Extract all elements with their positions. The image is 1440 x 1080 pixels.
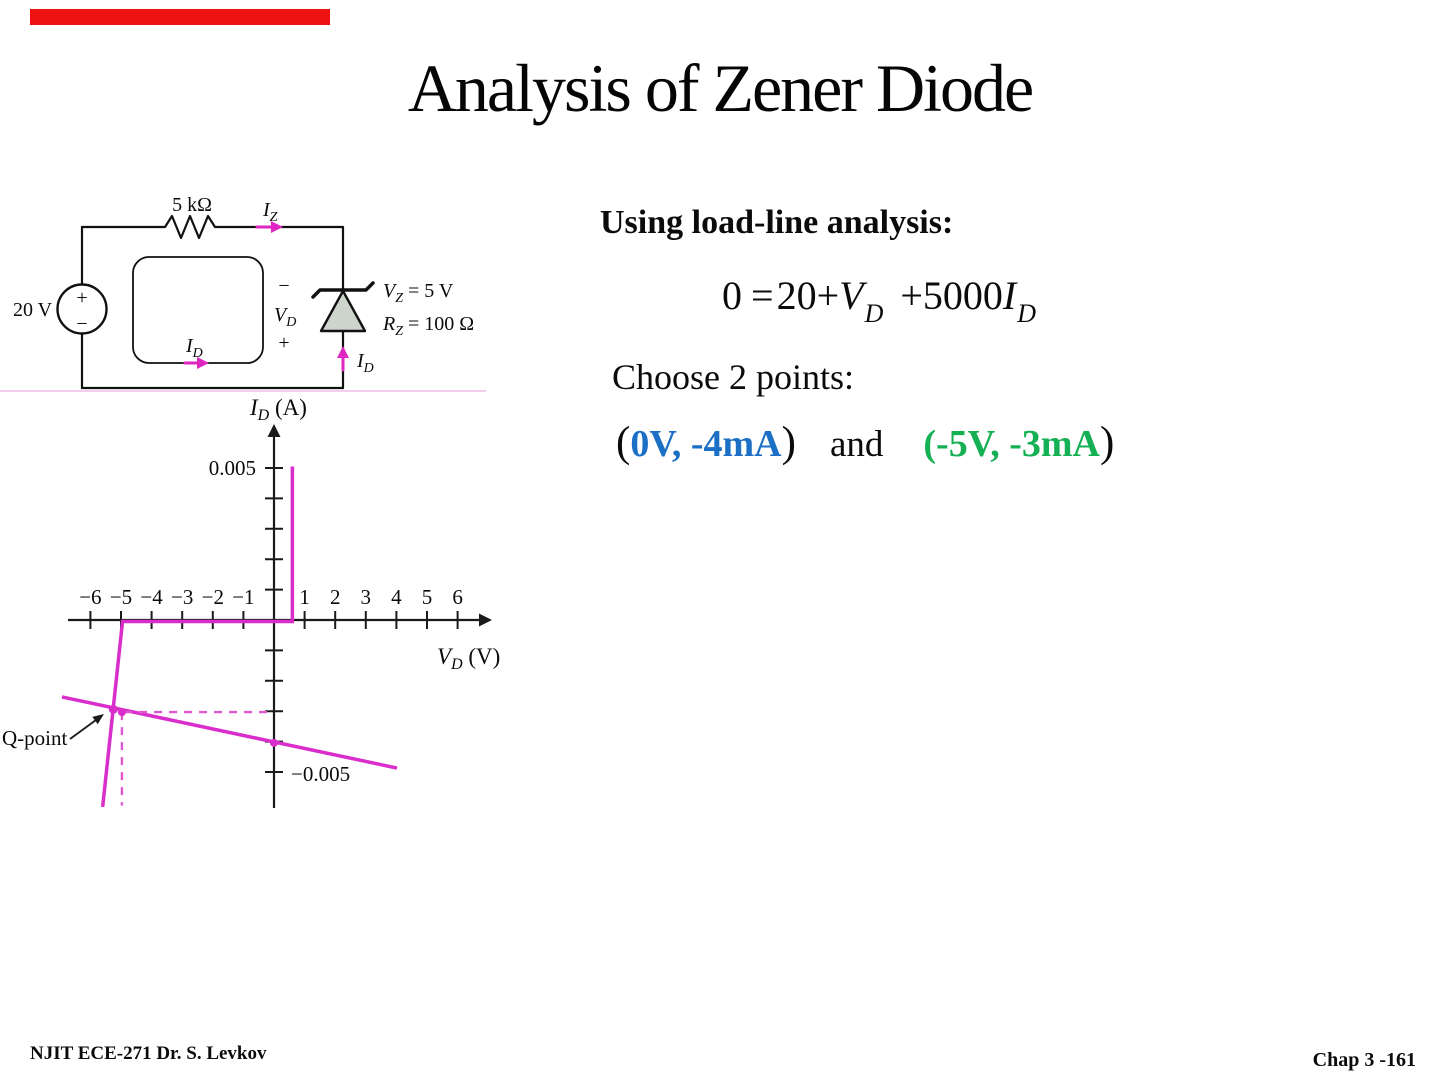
graph-point-marker	[270, 738, 278, 747]
resistor-symbol	[158, 214, 219, 240]
zener-resistance-label: RZ = 100 Ω	[382, 313, 474, 339]
graph-point-marker	[108, 704, 118, 714]
x-tick-label: −3	[171, 585, 193, 609]
equation-plus-1: +	[816, 273, 840, 318]
y-tick-label: −0.005	[291, 762, 350, 786]
vd-minus-sign: −	[278, 275, 289, 297]
equation-id-subscript: D	[1017, 299, 1037, 328]
x-tick-label: −2	[202, 585, 224, 609]
zener-diode-characteristic	[100, 466, 295, 808]
x-axis-title: VD (V)	[437, 644, 500, 673]
resistor-label: 5 kΩ	[172, 194, 212, 216]
load-line-equation: 0 =20+VD +5000ID	[722, 272, 1038, 328]
zener-diode-cathode-bar	[311, 281, 375, 299]
point-2-close-paren: )	[1100, 419, 1115, 466]
x-tick-label: 6	[452, 585, 463, 609]
q-point-label: Q-point	[2, 726, 67, 750]
iz-current-label: IZ	[262, 199, 278, 225]
equation-id: I	[1002, 273, 1017, 318]
x-axis-arrowhead	[479, 613, 492, 627]
equation-plus-2: +	[900, 273, 923, 318]
point-1-close-paren: )	[781, 419, 796, 466]
diode-current-arrow	[337, 346, 349, 372]
equation-term-20: 20	[776, 273, 817, 318]
diode-current-label: ID	[356, 350, 374, 376]
x-tick-label: 1	[299, 585, 310, 609]
equation-zero: 0	[722, 273, 742, 318]
slide-title: Analysis of Zener Diode	[407, 50, 1034, 126]
chosen-points-line: (0V, -4mA) and (-5V, -3mA)	[616, 418, 1114, 467]
zener-diode-triangle	[319, 289, 367, 333]
voltage-source-minus: −	[76, 313, 87, 335]
x-tick-label: −4	[140, 585, 163, 609]
y-tick-label: 0.005	[209, 456, 256, 480]
iz-current-arrow	[255, 221, 283, 233]
vd-voltage-label: VD	[274, 304, 296, 330]
section-heading: Using load-line analysis:	[600, 204, 954, 241]
point-2: (-5V, -3mA	[923, 423, 1100, 465]
accent-bar	[30, 9, 330, 25]
voltage-source-plus: +	[76, 287, 87, 309]
loop-current-label: ID	[185, 335, 203, 361]
footer-course-label: NJIT ECE-271 Dr. S. Levkov	[30, 1043, 267, 1064]
voltage-source-label: 20 V	[13, 299, 53, 321]
loop-current-arrow	[183, 357, 209, 369]
y-axis-arrowhead	[267, 424, 281, 437]
equation-term-5000: 5000	[922, 273, 1003, 318]
x-tick-label: 3	[361, 585, 372, 609]
load-line-graph: −6 −5 −4 −3 −2 −1 1 2 3 4 5 6 0.005 −0.005 ID (A) VD …	[0, 390, 500, 808]
x-tick-label: 5	[422, 585, 433, 609]
graph-point-marker	[117, 708, 126, 717]
equation-vd: V	[839, 273, 864, 318]
vd-plus-sign: +	[278, 332, 289, 354]
x-tick-label: 4	[391, 585, 402, 609]
x-tick-label: 2	[330, 585, 341, 609]
equation-vd-subscript: D	[864, 299, 884, 328]
zener-circuit-diagram: + − 20 V 5 kΩ IZ ID −	[13, 194, 474, 390]
x-tick-label: −6	[79, 585, 101, 609]
point-1-open-paren: (	[616, 419, 631, 466]
zener-voltage-label: VZ = 5 V	[383, 280, 454, 306]
points-conjunction: and	[829, 424, 884, 465]
q-point-arrow	[69, 714, 104, 740]
plot-layer: −6 −5 −4 −3 −2 −1 1 2 3 4 5 6 0.005 −0.005	[61, 456, 463, 808]
footer-page-number: Chap 3 -161	[1312, 1049, 1416, 1071]
point-1: 0V, -4mA	[630, 423, 782, 465]
x-tick-label: −5	[110, 585, 132, 609]
y-axis-title: ID (A)	[249, 395, 307, 424]
equation-equals: =	[751, 273, 774, 318]
voltage-source-symbol	[56, 283, 108, 335]
circuit-and-graph-figure: + − 20 V 5 kΩ IZ ID −	[0, 194, 500, 808]
choose-points-label: Choose 2 points:	[612, 357, 855, 397]
x-tick-label: −1	[232, 585, 254, 609]
